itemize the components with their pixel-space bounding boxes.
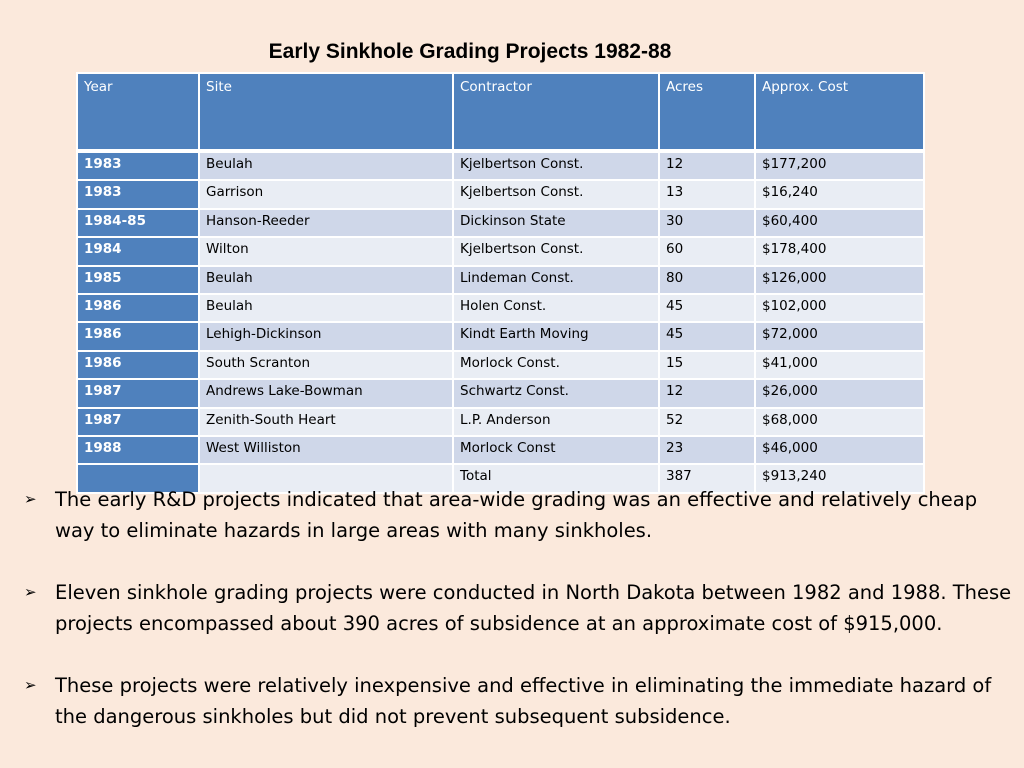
cell-cost: $16,240 [754, 179, 925, 210]
cell-site: Hanson-Reeder [198, 207, 454, 239]
column-header-site: Site [198, 72, 454, 153]
cell-site: Garrison [198, 179, 454, 210]
projects-table: Year Site Contractor Acres Approx. Cost … [76, 72, 925, 494]
arrow-bullet-icon: ➢ [24, 676, 37, 694]
cell-cost: $46,000 [754, 434, 925, 466]
table-row: 1986 Lehigh-Dickinson Kindt Earth Moving… [76, 321, 925, 352]
cell-site: West Williston [198, 434, 454, 466]
cell-contractor: Holen Const. [452, 292, 660, 324]
bullet-item: ➢ Eleven sinkhole grading projects were … [24, 577, 1014, 639]
table-header-row: Year Site Contractor Acres Approx. Cost [76, 72, 925, 153]
cell-cost: $102,000 [754, 292, 925, 324]
cell-cost: $26,000 [754, 378, 925, 409]
bullet-list: ➢ The early R&D projects indicated that … [24, 484, 1014, 732]
cell-year: 1983 [76, 149, 200, 182]
cell-contractor: Morlock Const [452, 434, 660, 466]
cell-contractor: Kjelbertson Const. [452, 236, 660, 267]
cell-cost: $41,000 [754, 349, 925, 381]
slide-title: Early Sinkhole Grading Projects 1982-88 [268, 40, 672, 63]
cell-year: 1986 [76, 321, 200, 352]
cell-contractor: Kjelbertson Const. [452, 149, 660, 182]
cell-contractor: Morlock Const. [452, 349, 660, 381]
cell-total-acres: 387 [658, 463, 756, 494]
table-row: 1986 South Scranton Morlock Const. 15 $4… [76, 349, 925, 381]
bullet-text: These projects were relatively inexpensi… [55, 674, 992, 728]
table-row: 1983 Beulah Kjelbertson Const. 12 $177,2… [76, 149, 925, 182]
cell-year: 1984 [76, 236, 200, 267]
bullet-text: The early R&D projects indicated that ar… [55, 488, 978, 542]
table-row: 1987 Andrews Lake-Bowman Schwartz Const.… [76, 378, 925, 409]
cell-acres: 80 [658, 264, 756, 295]
arrow-bullet-icon: ➢ [24, 490, 37, 508]
table-row: 1984 Wilton Kjelbertson Const. 60 $178,4… [76, 236, 925, 267]
cell-acres: 12 [658, 378, 756, 409]
cell-year: 1986 [76, 292, 200, 324]
cell-acres: 30 [658, 207, 756, 239]
cell-acres: 52 [658, 406, 756, 437]
table-row: 1983 Garrison Kjelbertson Const. 13 $16,… [76, 179, 925, 210]
cell-contractor: Kjelbertson Const. [452, 179, 660, 210]
cell-acres: 60 [658, 236, 756, 267]
cell-year: 1985 [76, 264, 200, 295]
table-row: 1988 West Williston Morlock Const 23 $46… [76, 434, 925, 466]
column-header-year: Year [76, 72, 200, 153]
cell-year: 1987 [76, 378, 200, 409]
table-total-row: Total 387 $913,240 [76, 463, 925, 494]
table-row: 1987 Zenith-South Heart L.P. Anderson 52… [76, 406, 925, 437]
cell-acres: 45 [658, 292, 756, 324]
cell-contractor: Dickinson State [452, 207, 660, 239]
arrow-bullet-icon: ➢ [24, 583, 37, 601]
cell-cost: $68,000 [754, 406, 925, 437]
cell-year: 1986 [76, 349, 200, 381]
cell-cost: $178,400 [754, 236, 925, 267]
cell-site: Beulah [198, 264, 454, 295]
cell-year: 1983 [76, 179, 200, 210]
cell-site [198, 463, 454, 494]
cell-cost: $72,000 [754, 321, 925, 352]
column-header-acres: Acres [658, 72, 756, 153]
cell-acres: 45 [658, 321, 756, 352]
cell-contractor: Schwartz Const. [452, 378, 660, 409]
cell-contractor: Kindt Earth Moving [452, 321, 660, 352]
table-row: 1986 Beulah Holen Const. 45 $102,000 [76, 292, 925, 324]
cell-site: Zenith-South Heart [198, 406, 454, 437]
cell-year: 1987 [76, 406, 200, 437]
cell-site: South Scranton [198, 349, 454, 381]
cell-acres: 12 [658, 149, 756, 182]
cell-site: Andrews Lake-Bowman [198, 378, 454, 409]
cell-site: Beulah [198, 149, 454, 182]
table-row: 1984-85 Hanson-Reeder Dickinson State 30… [76, 207, 925, 239]
cell-site: Beulah [198, 292, 454, 324]
cell-cost: $126,000 [754, 264, 925, 295]
cell-cost: $60,400 [754, 207, 925, 239]
cell-year [76, 463, 200, 494]
cell-acres: 23 [658, 434, 756, 466]
column-header-contractor: Contractor [452, 72, 660, 153]
bullet-text: Eleven sinkhole grading projects were co… [55, 581, 1012, 635]
cell-total-label: Total [452, 463, 660, 494]
cell-acres: 13 [658, 179, 756, 210]
cell-cost: $177,200 [754, 149, 925, 182]
cell-year: 1988 [76, 434, 200, 466]
column-header-cost: Approx. Cost [754, 72, 925, 153]
cell-site: Lehigh-Dickinson [198, 321, 454, 352]
cell-total-cost: $913,240 [754, 463, 925, 494]
bullet-item: ➢ The early R&D projects indicated that … [24, 484, 1014, 546]
cell-contractor: L.P. Anderson [452, 406, 660, 437]
cell-acres: 15 [658, 349, 756, 381]
cell-year: 1984-85 [76, 207, 200, 239]
cell-contractor: Lindeman Const. [452, 264, 660, 295]
cell-site: Wilton [198, 236, 454, 267]
bullet-item: ➢ These projects were relatively inexpen… [24, 670, 1014, 732]
table-row: 1985 Beulah Lindeman Const. 80 $126,000 [76, 264, 925, 295]
